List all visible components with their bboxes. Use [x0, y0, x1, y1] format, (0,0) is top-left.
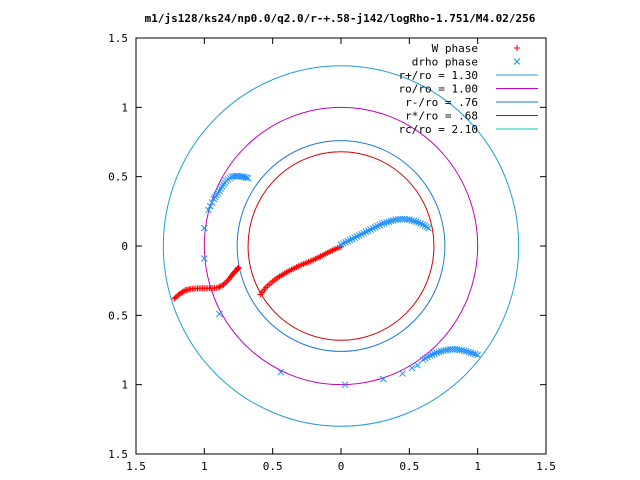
data-point — [244, 174, 252, 182]
legend-marker — [513, 58, 521, 65]
data-point — [474, 351, 482, 359]
radius-circles — [162, 65, 520, 427]
data-point — [277, 368, 285, 376]
x-tick-label: 1 — [474, 460, 481, 473]
data-point — [414, 361, 421, 369]
y-tick-label: 1.5 — [108, 448, 128, 461]
data-point — [412, 218, 420, 226]
data-point — [235, 264, 242, 271]
data-point — [410, 217, 418, 225]
y-tick-label: 1.5 — [108, 32, 128, 45]
series-0 — [171, 243, 344, 302]
data-point — [208, 199, 216, 206]
x-tick-label: 0.5 — [399, 460, 419, 473]
legend-entry: rc/ro = 2.10 — [399, 123, 538, 136]
data-point — [460, 347, 468, 355]
data-point — [383, 219, 390, 226]
data-point — [206, 202, 214, 210]
data-point — [180, 288, 187, 295]
circle-0 — [162, 65, 520, 427]
data-point — [415, 219, 422, 227]
legend-entry: drho phase — [412, 56, 521, 69]
data-point — [433, 349, 441, 357]
series-2 — [200, 224, 421, 389]
y-tick-label: 1 — [121, 379, 128, 392]
data-point — [200, 255, 208, 262]
circle-1 — [203, 106, 479, 386]
y-tick-label: 0.5 — [108, 309, 128, 322]
data-point — [408, 216, 415, 224]
data-point — [467, 349, 475, 357]
data-point — [431, 350, 438, 358]
data-point — [378, 220, 386, 228]
data-point — [462, 348, 470, 355]
data-point — [217, 283, 224, 290]
data-point — [223, 279, 230, 286]
data-series — [171, 172, 482, 389]
legend-entry: ro/ro = 1.00 — [399, 83, 538, 96]
legend-marker — [514, 45, 520, 51]
y-tick-label: 1 — [121, 101, 128, 114]
y-tick-label: 0 — [121, 240, 128, 253]
legend-entry: r-/ro = .76 — [405, 96, 538, 109]
data-point — [417, 220, 425, 227]
legend-label: r*/ro = .68 — [405, 110, 478, 123]
data-point — [215, 284, 221, 291]
data-point — [221, 280, 228, 287]
data-point — [425, 224, 432, 232]
chart-title: m1/js128/ks24/np0.0/q2.0/r-+.58-j142/log… — [145, 12, 536, 25]
legend-label: ro/ro = 1.00 — [399, 83, 478, 96]
x-tick-label: 0 — [338, 460, 345, 473]
legend-label: W phase — [432, 42, 478, 55]
data-point — [216, 283, 223, 290]
data-point — [465, 348, 472, 356]
data-point — [435, 348, 443, 356]
legend-label: rc/ro = 2.10 — [399, 123, 478, 136]
x-tick-label: 0.5 — [263, 460, 283, 473]
legend-entry: r+/ro = 1.30 — [399, 69, 538, 82]
legend-entry: W phase — [432, 42, 520, 55]
data-point — [387, 217, 395, 225]
data-point — [472, 350, 479, 358]
data-point — [220, 281, 227, 288]
legend-label: drho phase — [412, 56, 478, 69]
axis-ticks: 1.5 1 0.5 0 0.5 1 1.51.510.500.511.5 — [108, 32, 556, 473]
data-point — [200, 224, 208, 232]
data-point — [426, 352, 434, 359]
y-tick-label: 0.5 — [108, 171, 128, 184]
legend-label: r-/ro = .76 — [405, 96, 478, 109]
data-point — [469, 350, 477, 357]
data-point — [408, 364, 416, 372]
data-point — [428, 351, 436, 358]
x-tick-label: 1.5 — [126, 460, 146, 473]
data-point — [385, 218, 393, 226]
data-point — [405, 216, 413, 224]
legend-entry: r*/ro = .68 — [405, 110, 538, 123]
data-point — [216, 310, 223, 318]
data-point — [242, 174, 250, 181]
data-point — [341, 381, 349, 389]
x-tick-label: 1.5 — [536, 460, 556, 473]
data-point — [380, 219, 388, 227]
series-1 — [205, 172, 482, 364]
legend-label: r+/ro = 1.30 — [399, 69, 478, 82]
data-point — [205, 206, 212, 214]
x-tick-label: 1 — [201, 460, 208, 473]
circle-2 — [236, 140, 446, 352]
data-point — [399, 370, 406, 377]
data-point — [380, 375, 387, 383]
circle-3 — [247, 151, 435, 341]
